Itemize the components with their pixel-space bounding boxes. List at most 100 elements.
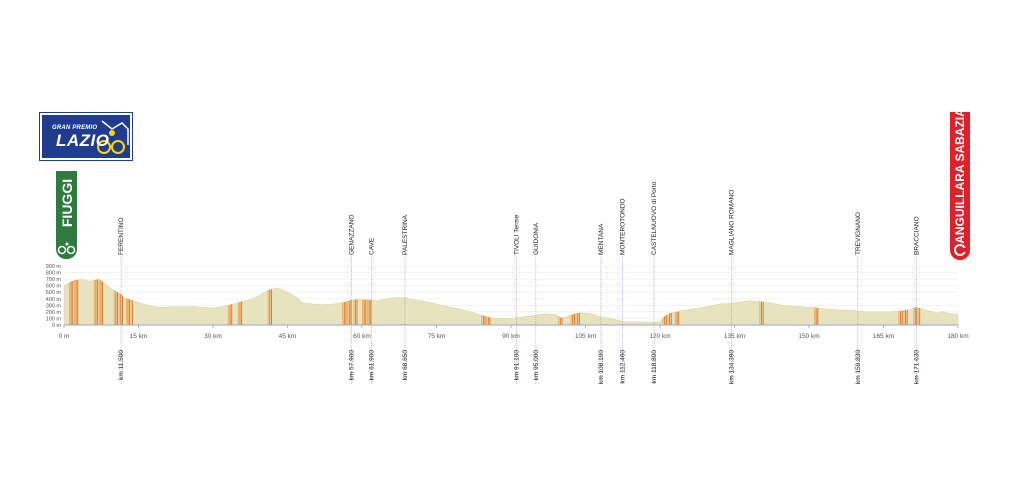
place-km-label: km 68.650 xyxy=(402,350,409,381)
place-km-label: km 95.000 xyxy=(533,350,540,381)
steep-section xyxy=(817,279,819,325)
steep-section xyxy=(572,279,574,325)
steep-section xyxy=(72,279,74,325)
steep-section xyxy=(575,279,577,325)
y-tick-label: 0 m xyxy=(52,323,62,329)
steep-section xyxy=(129,279,130,325)
steep-section xyxy=(75,279,77,325)
steep-section xyxy=(670,279,672,325)
steep-section xyxy=(762,279,764,325)
steep-section xyxy=(370,279,372,325)
y-tick-label: 200 m xyxy=(46,310,62,316)
steep-section xyxy=(227,279,229,325)
steep-section xyxy=(366,279,368,325)
start-bike-icon xyxy=(57,242,76,255)
steep-section xyxy=(903,279,905,325)
place-km-label: km 134.390 xyxy=(728,350,735,384)
x-tick-label: 180 km xyxy=(947,333,968,340)
logo-text-main: LAZIO xyxy=(56,131,110,150)
y-tick-label: 700 m xyxy=(46,277,62,283)
steep-section xyxy=(484,279,486,325)
steep-section xyxy=(267,279,269,325)
steep-section xyxy=(363,279,365,325)
place-km-label: km 61.900 xyxy=(368,350,375,381)
place-name: GUIDONIA xyxy=(533,222,540,255)
x-tick-label: 105 km xyxy=(575,333,596,340)
steep-section xyxy=(347,279,349,325)
x-tick-label: 90 km xyxy=(502,333,520,340)
steep-section xyxy=(229,279,231,325)
steep-section xyxy=(121,279,123,325)
steep-section xyxy=(127,279,129,325)
steep-section xyxy=(573,279,575,325)
steep-section xyxy=(674,279,676,325)
steep-section xyxy=(241,279,243,325)
steep-section xyxy=(815,279,817,325)
steep-section xyxy=(667,279,669,325)
place-km-label: km 108.100 xyxy=(598,350,605,384)
steep-section xyxy=(343,279,345,325)
steep-section xyxy=(487,279,489,325)
place-name: TREVIGNANO xyxy=(855,212,862,255)
finish-badge: ANGUILLARA SABAZIA xyxy=(950,108,970,260)
steep-section xyxy=(116,279,118,325)
steep-section xyxy=(905,279,907,325)
steep-section xyxy=(577,279,579,325)
steep-section xyxy=(486,279,488,325)
x-tick-label: 75 km xyxy=(428,333,446,340)
steep-section xyxy=(678,279,680,325)
y-tick-label: 800 m xyxy=(46,271,62,277)
steep-section xyxy=(93,279,95,325)
place-km-label: km 11.500 xyxy=(118,350,125,380)
steep-section xyxy=(917,279,919,325)
start-badge: FIUGGI xyxy=(56,171,77,259)
steep-section xyxy=(578,279,580,325)
steep-section xyxy=(95,279,97,325)
steep-section xyxy=(365,279,367,325)
steep-section xyxy=(118,279,120,325)
place-km-label: km 118.800 xyxy=(651,350,658,384)
y-tick-label: 500 m xyxy=(46,290,62,296)
steep-section xyxy=(126,279,127,325)
place-name: BRACCIANO xyxy=(913,216,920,255)
steep-section xyxy=(906,279,908,325)
steep-section xyxy=(662,279,664,325)
x-tick-label: 135 km xyxy=(724,333,745,340)
x-tick-label: 165 km xyxy=(873,333,894,340)
steep-section xyxy=(919,279,921,325)
steep-section xyxy=(900,279,902,325)
steep-section xyxy=(97,279,99,325)
elevation-area xyxy=(63,278,959,326)
steep-section xyxy=(348,279,350,325)
steep-section xyxy=(916,279,918,325)
race-logo: GRAN PREMIO LAZIO xyxy=(40,113,132,160)
steep-section xyxy=(664,279,666,325)
place-km-label: km 91.100 xyxy=(513,350,520,381)
steep-section xyxy=(231,279,233,325)
place-name: CAVE xyxy=(368,237,375,255)
place-name: GENAZZANO xyxy=(349,215,356,255)
steep-section xyxy=(345,279,347,325)
place-km-label: km 57.900 xyxy=(349,350,356,381)
steep-section xyxy=(914,279,916,325)
steep-section xyxy=(489,279,491,325)
steep-section xyxy=(356,279,358,325)
x-tick-label: 45 km xyxy=(279,333,297,340)
steep-section xyxy=(901,279,903,325)
y-tick-label: 400 m xyxy=(46,297,62,303)
steep-section xyxy=(100,279,102,325)
x-tick-label: 15 km xyxy=(130,333,148,340)
y-tick-label: 300 m xyxy=(46,303,62,309)
steep-section xyxy=(73,279,75,325)
x-tick-label: 150 km xyxy=(798,333,819,340)
y-tick-label: 600 m xyxy=(46,284,62,290)
steep-section xyxy=(913,279,915,325)
place-name: MAGLIANO ROMANO xyxy=(728,190,735,255)
steep-section xyxy=(362,279,363,325)
steep-section xyxy=(676,279,678,325)
steep-section xyxy=(561,279,563,325)
place-km-label: km 159.830 xyxy=(855,350,862,384)
steep-section xyxy=(350,279,352,325)
